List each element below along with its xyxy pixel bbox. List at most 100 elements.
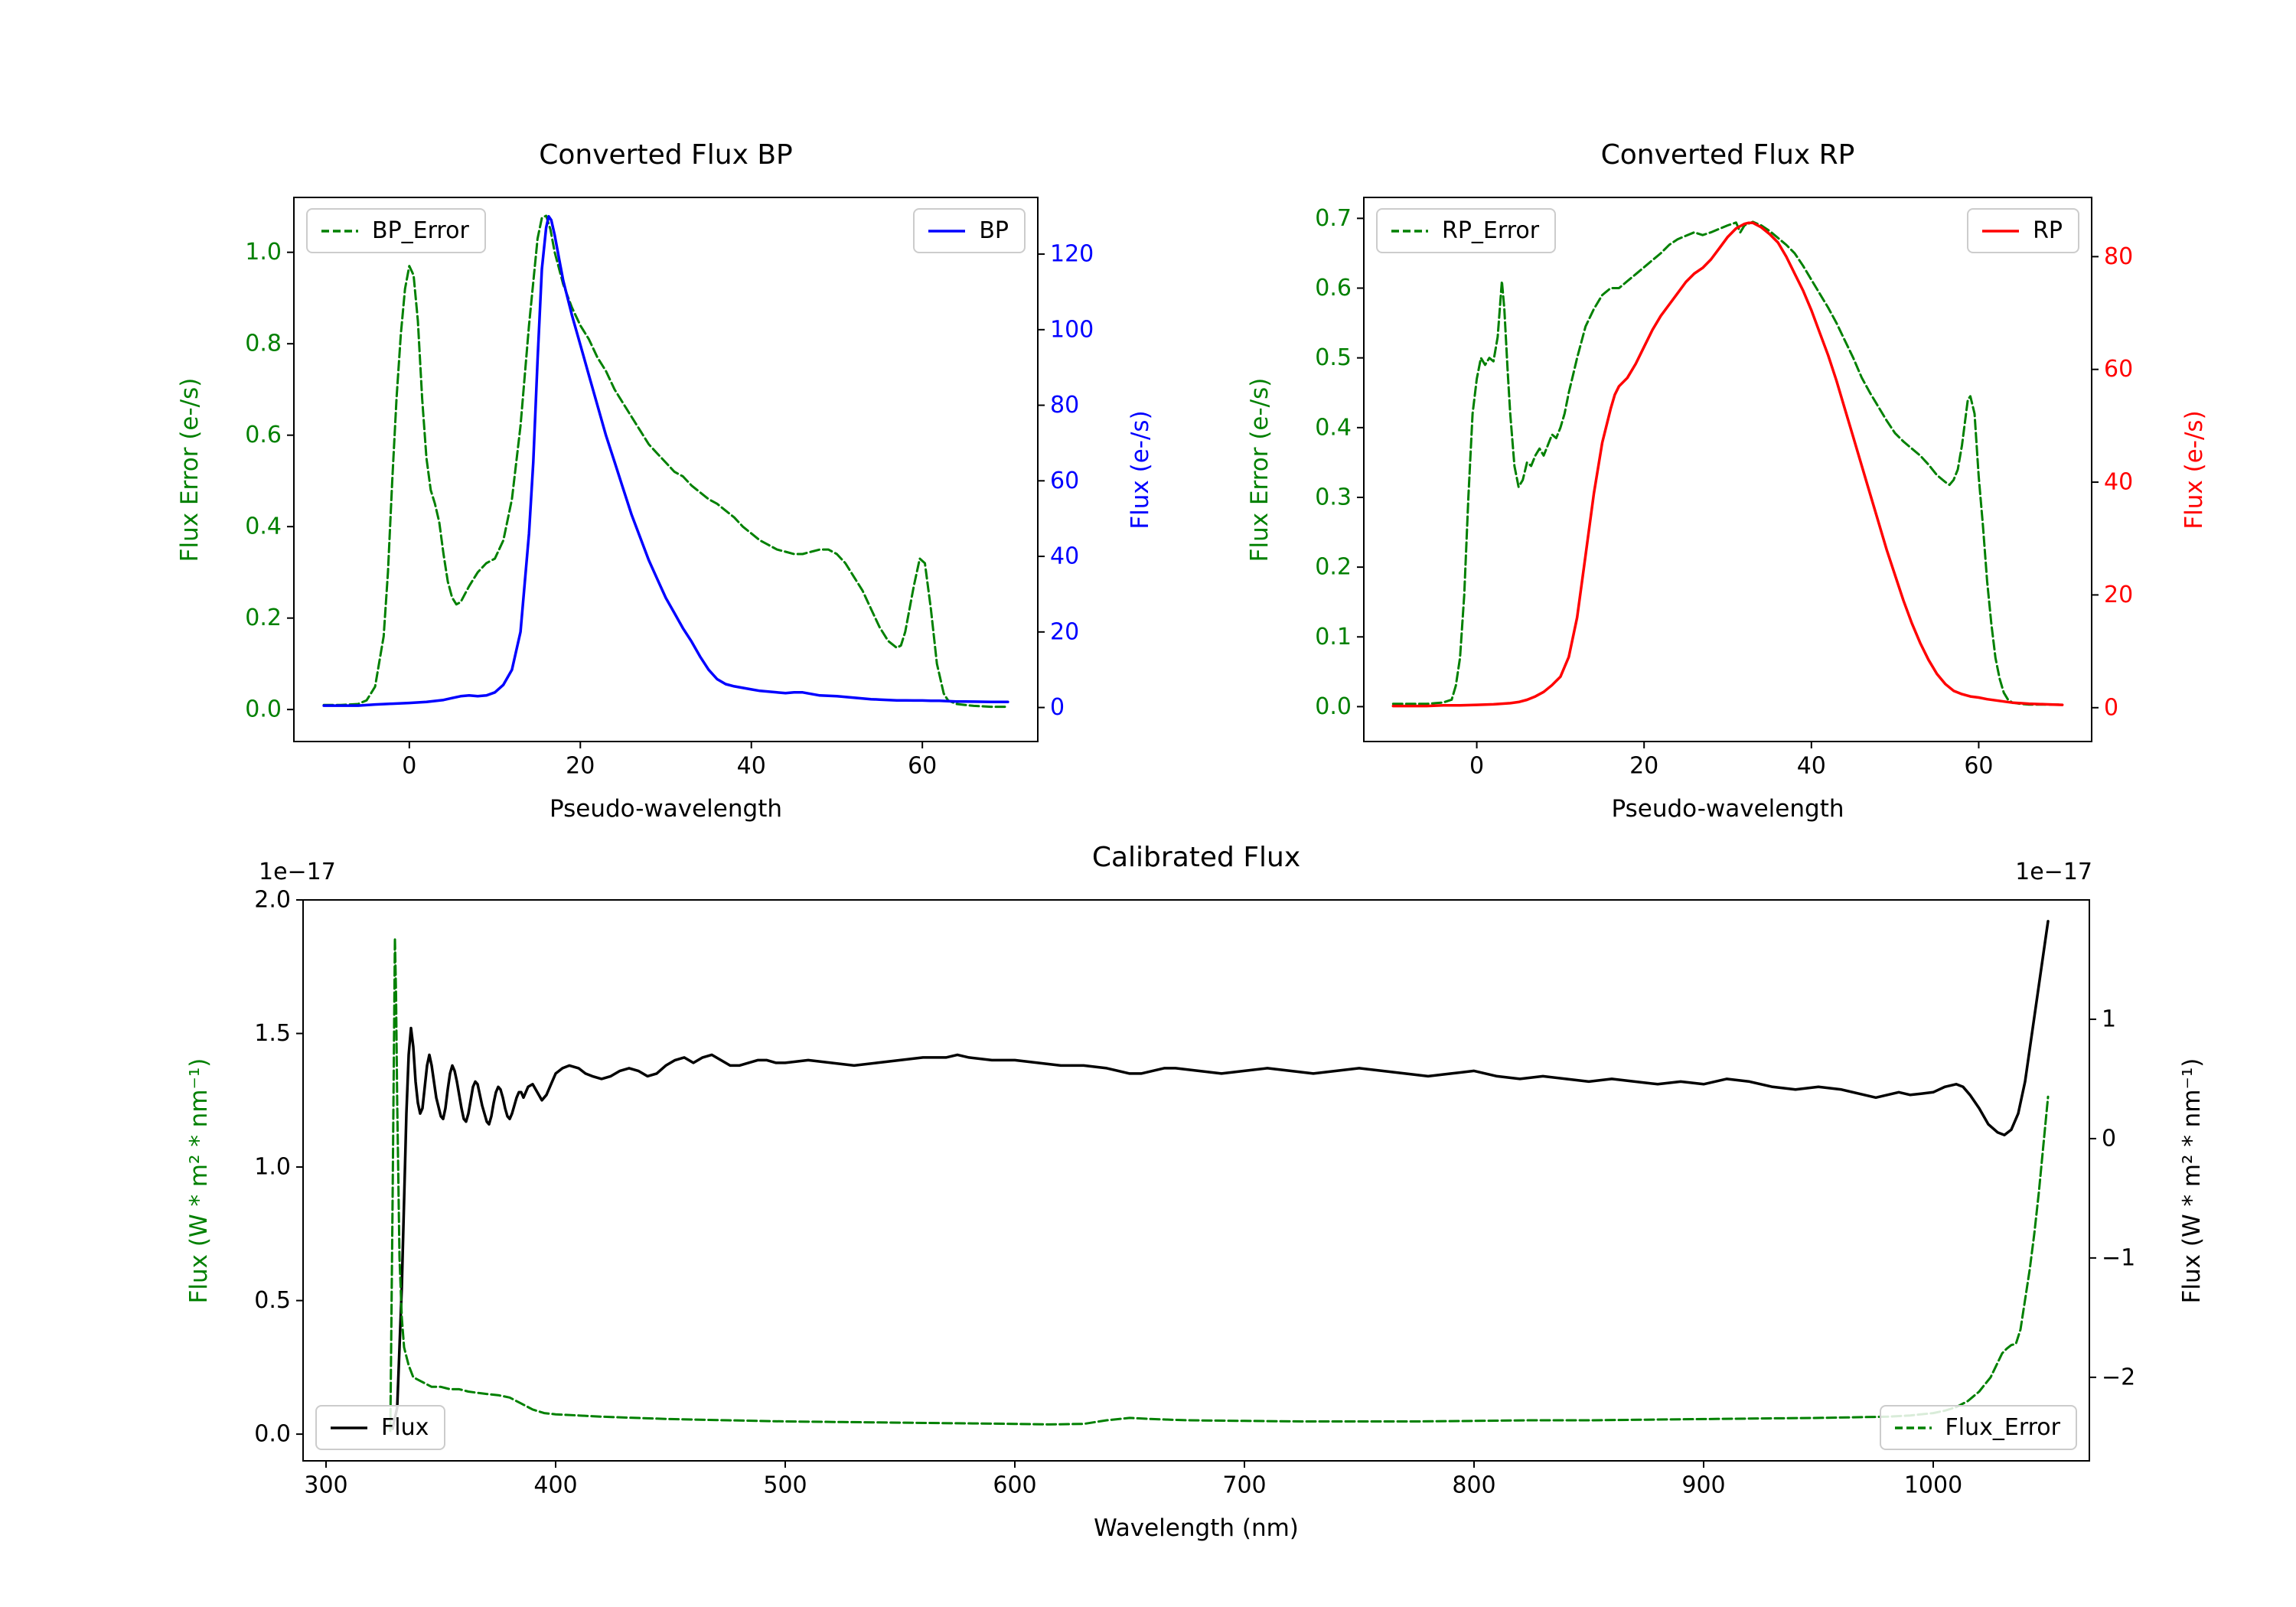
- subplot-converted-flux-bp: Converted Flux BP Pseudo-wavelength Flux…: [176, 139, 1154, 823]
- svg-text:0: 0: [1050, 694, 1065, 721]
- svg-text:80: 80: [2104, 243, 2133, 270]
- legend-line-sample: [928, 229, 966, 233]
- series-Flux_Error: [389, 937, 2050, 1433]
- legend-line-sample: [1391, 229, 1428, 233]
- x-axis-ticks: 300 400 500 600 700 800 900 1000: [304, 1461, 1962, 1499]
- x-axis-ticks: 0 20 40 60: [402, 742, 937, 780]
- svg-text:40: 40: [2104, 469, 2133, 496]
- svg-text:1: 1: [2102, 1006, 2116, 1032]
- svg-text:40: 40: [1050, 543, 1079, 570]
- svg-text:0.0: 0.0: [1315, 693, 1352, 720]
- subplot-converted-flux-rp: Converted Flux RP Pseudo-wavelength Flux…: [1246, 139, 2208, 823]
- svg-text:−1: −1: [2102, 1244, 2135, 1271]
- svg-text:20: 20: [566, 753, 595, 780]
- svg-text:500: 500: [763, 1472, 807, 1499]
- svg-text:0.5: 0.5: [254, 1287, 291, 1314]
- svg-text:60: 60: [2104, 356, 2133, 383]
- svg-text:0: 0: [1469, 753, 1484, 780]
- x-axis-label-calibrated: Wavelength (nm): [1094, 1514, 1299, 1542]
- legend-label: BP: [979, 217, 1009, 244]
- left-axis-ticks: 0.0 0.2 0.4 0.6 0.8 1.0: [245, 239, 294, 723]
- svg-text:0.6: 0.6: [1315, 275, 1352, 302]
- legend-label: RP: [2033, 217, 2063, 244]
- svg-text:800: 800: [1452, 1472, 1495, 1499]
- svg-text:60: 60: [1964, 753, 1993, 780]
- svg-text:100: 100: [1050, 316, 1094, 343]
- legend-line-sample: [321, 229, 358, 233]
- plot-title-calibrated: Calibrated Flux: [1091, 842, 1301, 873]
- svg-text:0.2: 0.2: [1315, 554, 1352, 581]
- y-axis-label-left-calibrated: Flux (W * m² * nm⁻¹): [185, 1058, 213, 1303]
- y-axis-label-right-bp: Flux (e-/s): [1127, 409, 1154, 530]
- svg-text:60: 60: [908, 753, 937, 780]
- svg-text:−2: −2: [2102, 1364, 2135, 1390]
- subplot-calibrated-flux: Calibrated Flux Wavelength (nm) Flux (W …: [185, 842, 2206, 1542]
- svg-text:0: 0: [2104, 694, 2118, 721]
- svg-text:0.4: 0.4: [245, 513, 282, 540]
- axes-frame: [293, 197, 1039, 742]
- legend-line-sample: [1982, 229, 2020, 233]
- svg-text:0.3: 0.3: [1315, 484, 1352, 510]
- svg-text:0.4: 0.4: [1315, 414, 1352, 441]
- svg-text:300: 300: [304, 1472, 347, 1499]
- legend-label: BP_Error: [372, 217, 469, 244]
- svg-text:20: 20: [2104, 582, 2133, 608]
- legend-line-sample: [1894, 1426, 1932, 1429]
- svg-text:40: 40: [1797, 753, 1826, 780]
- svg-text:0: 0: [2102, 1125, 2116, 1152]
- y-axis-label-right-rp: Flux (e-/s): [2180, 409, 2208, 530]
- svg-text:1000: 1000: [1904, 1472, 1962, 1499]
- svg-text:0.8: 0.8: [245, 331, 282, 357]
- svg-text:0.6: 0.6: [245, 422, 282, 448]
- svg-text:20: 20: [1050, 618, 1079, 645]
- series-BP_Error: [322, 214, 1009, 709]
- x-axis-label-rp: Pseudo-wavelength: [1611, 795, 1844, 823]
- legend-label: Flux_Error: [1945, 1414, 2060, 1441]
- svg-text:0.1: 0.1: [1315, 624, 1352, 650]
- svg-text:1.5: 1.5: [254, 1020, 291, 1047]
- svg-text:20: 20: [1629, 753, 1658, 780]
- legend-line-sample: [331, 1426, 367, 1429]
- legend-Flux_Error: Flux_Error: [1879, 1405, 2077, 1450]
- left-axis-ticks: 0.0 0.5 1.0 1.5 2.0: [254, 887, 303, 1448]
- offset-text-right: 1e−17: [2015, 859, 2092, 885]
- plot-canvas-calibrated: 300 400 500 600 700 800 900 1000 0.0 0.5 1.0 1.5 2.0…: [254, 887, 2135, 1499]
- plot-canvas-rp: 0 20 40 60 0.0 0.1 0.2 0.3 0.4 0.5 0.6 0.7 0 20 40 60 80: [1315, 197, 2133, 780]
- axes-frame: [1363, 197, 2092, 742]
- legend-label: Flux: [381, 1414, 429, 1441]
- y-axis-label-left-bp: Flux Error (e-/s): [176, 377, 204, 562]
- left-axis-ticks: 0.0 0.1 0.2 0.3 0.4 0.5 0.6 0.7: [1315, 205, 1364, 720]
- svg-text:2.0: 2.0: [254, 887, 291, 914]
- y-axis-label-right-calibrated: Flux (W * m² * nm⁻¹): [2178, 1058, 2206, 1303]
- offset-text-left: 1e−17: [259, 859, 336, 885]
- svg-text:0.0: 0.0: [254, 1421, 291, 1448]
- right-axis-ticks: 0 20 40 60 80 100 120: [1038, 241, 1094, 721]
- plot-canvas-bp: 0 20 40 60 0.0 0.2 0.4 0.6 0.8 1.0 0 20 40 60 80 100 120: [245, 197, 1094, 780]
- right-axis-ticks: 1 0 −1 −2: [2089, 1006, 2135, 1390]
- legend-RP: RP: [1967, 208, 2079, 253]
- svg-text:0.0: 0.0: [245, 696, 282, 723]
- svg-text:600: 600: [993, 1472, 1036, 1499]
- x-axis-ticks: 0 20 40 60: [1469, 742, 1994, 780]
- svg-text:1.0: 1.0: [254, 1154, 291, 1181]
- svg-text:700: 700: [1222, 1472, 1266, 1499]
- legend-BP_Error: BP_Error: [306, 208, 486, 253]
- svg-text:400: 400: [533, 1472, 577, 1499]
- legend-label: RP_Error: [1442, 217, 1540, 244]
- svg-text:1.0: 1.0: [245, 239, 282, 266]
- axes-frame: [302, 899, 2090, 1462]
- series-RP_Error: [1391, 220, 2064, 706]
- right-axis-ticks: 0 20 40 60 80: [2092, 243, 2133, 721]
- legend-BP: BP: [913, 208, 1026, 253]
- series-Flux: [391, 920, 2050, 1430]
- plot-title-bp: Converted Flux BP: [539, 139, 793, 171]
- svg-text:80: 80: [1050, 392, 1079, 419]
- svg-text:0: 0: [402, 753, 416, 780]
- series-BP: [322, 214, 1009, 707]
- svg-text:0.5: 0.5: [1315, 344, 1352, 371]
- svg-text:120: 120: [1050, 241, 1094, 268]
- svg-text:900: 900: [1681, 1472, 1725, 1499]
- series-RP: [1391, 221, 2064, 708]
- svg-text:0.2: 0.2: [245, 605, 282, 631]
